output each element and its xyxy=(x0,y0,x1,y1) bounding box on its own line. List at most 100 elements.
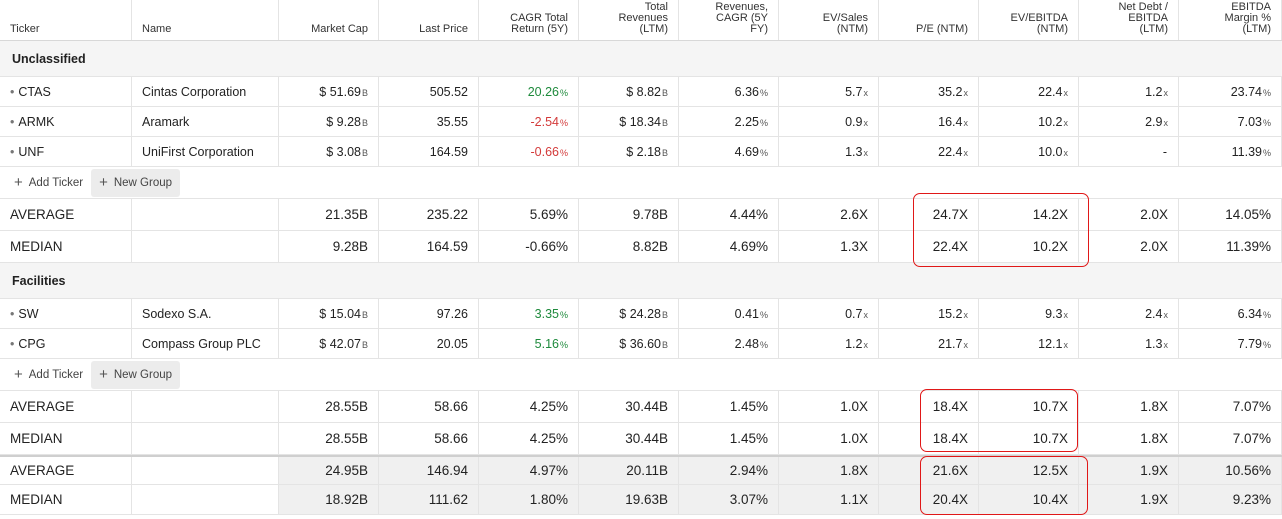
cagr-total-return-cell[interactable]: 5.16% xyxy=(479,329,579,358)
total-average-row-total-revenues-cell[interactable]: 20.11B xyxy=(579,457,679,484)
group-average-row-pe-ratio-cell[interactable]: 18.4X xyxy=(879,391,979,422)
net-debt-ebitda-cell[interactable]: - xyxy=(1079,137,1179,166)
group-median-row-ev-ebitda-cell[interactable]: 10.2X xyxy=(979,231,1079,262)
net-debt-ebitda-cell[interactable]: 2.9x xyxy=(1079,107,1179,136)
group-average-row-total-revenues-cell[interactable]: 30.44B xyxy=(579,391,679,422)
total-average-row-ebitda-margin-cell[interactable]: 10.56% xyxy=(1179,457,1282,484)
total-revenues-cell[interactable]: $ 36.60B xyxy=(579,329,679,358)
ebitda-margin-cell[interactable]: 6.34% xyxy=(1179,299,1282,328)
group-median-row-ev-sales-cell[interactable]: 1.3X xyxy=(779,231,879,262)
total-revenues-cell[interactable]: $ 8.82B xyxy=(579,77,679,106)
pe-ratio-cell[interactable]: 21.7x xyxy=(879,329,979,358)
pe-ratio-cell[interactable]: 16.4x xyxy=(879,107,979,136)
group-average-row-ev-sales-cell[interactable]: 2.6X xyxy=(779,199,879,230)
total-median-row-cagr-total-return-cell[interactable]: 1.80% xyxy=(479,485,579,514)
total-average-row-market-cap-cell[interactable]: 24.95B xyxy=(279,457,379,484)
header-ev-ebitda[interactable]: EV/EBITDA (NTM) xyxy=(979,0,1079,40)
total-average-row-last-price-cell[interactable]: 146.94 xyxy=(379,457,479,484)
total-average-row-ev-ebitda-cell[interactable]: 12.5X xyxy=(979,457,1079,484)
ebitda-margin-cell[interactable]: 7.03% xyxy=(1179,107,1282,136)
revenues-cagr-cell[interactable]: 6.36% xyxy=(679,77,779,106)
group-name-cell[interactable]: Unclassified xyxy=(0,41,1282,76)
header-market-cap[interactable]: Market Cap xyxy=(279,0,379,40)
group-median-row-revenues-cagr-cell[interactable]: 4.69% xyxy=(679,231,779,262)
net-debt-ebitda-cell[interactable]: 1.2x xyxy=(1079,77,1179,106)
ebitda-margin-cell[interactable]: 7.79% xyxy=(1179,329,1282,358)
cagr-total-return-cell[interactable]: 20.26% xyxy=(479,77,579,106)
group-average-row-ev-ebitda-cell[interactable]: 14.2X xyxy=(979,199,1079,230)
group-median-row-cagr-total-return-cell[interactable]: 4.25% xyxy=(479,423,579,454)
header-ticker[interactable]: Ticker xyxy=(0,0,132,40)
total-revenues-cell[interactable]: $ 2.18B xyxy=(579,137,679,166)
total-average-row-ev-sales-cell[interactable]: 1.8X xyxy=(779,457,879,484)
market-cap-cell[interactable]: $ 9.28B xyxy=(279,107,379,136)
group-median-row-market-cap-cell[interactable]: 28.55B xyxy=(279,423,379,454)
group-median-row-pe-ratio-cell[interactable]: 22.4X xyxy=(879,231,979,262)
market-cap-cell[interactable]: $ 3.08B xyxy=(279,137,379,166)
total-median-row-total-revenues-cell[interactable]: 19.63B xyxy=(579,485,679,514)
group-average-row-ebitda-margin-cell[interactable]: 14.05% xyxy=(1179,199,1282,230)
ev-sales-cell[interactable]: 1.3x xyxy=(779,137,879,166)
group-median-row-ev-ebitda-cell[interactable]: 10.7X xyxy=(979,423,1079,454)
total-average-row-pe-ratio-cell[interactable]: 21.6X xyxy=(879,457,979,484)
total-median-row-ev-ebitda-cell[interactable]: 10.4X xyxy=(979,485,1079,514)
ev-sales-cell[interactable]: 5.7x xyxy=(779,77,879,106)
company-name-cell[interactable]: Sodexo S.A. xyxy=(132,299,279,328)
company-name-cell[interactable]: Compass Group PLC xyxy=(132,329,279,358)
ebitda-margin-cell[interactable]: 11.39% xyxy=(1179,137,1282,166)
ev-ebitda-cell[interactable]: 12.1x xyxy=(979,329,1079,358)
last-price-cell[interactable]: 20.05 xyxy=(379,329,479,358)
total-average-row-net-debt-ebitda-cell[interactable]: 1.9X xyxy=(1079,457,1179,484)
ticker-cell[interactable]: • CPG xyxy=(0,329,132,358)
total-median-row-last-price-cell[interactable]: 111.62 xyxy=(379,485,479,514)
group-average-row-ebitda-margin-cell[interactable]: 7.07% xyxy=(1179,391,1282,422)
market-cap-cell[interactable]: $ 42.07B xyxy=(279,329,379,358)
header-revenues[interactable]: Total Revenues (LTM) xyxy=(579,0,679,40)
group-median-row-last-price-cell[interactable]: 164.59 xyxy=(379,231,479,262)
last-price-cell[interactable]: 97.26 xyxy=(379,299,479,328)
revenues-cagr-cell[interactable]: 0.41% xyxy=(679,299,779,328)
new-group-button[interactable]: + New Group xyxy=(91,168,181,197)
group-median-row-market-cap-cell[interactable]: 9.28B xyxy=(279,231,379,262)
group-average-row-net-debt-ebitda-cell[interactable]: 1.8X xyxy=(1079,391,1179,422)
total-median-row-ev-sales-cell[interactable]: 1.1X xyxy=(779,485,879,514)
group-average-row-cagr-total-return-cell[interactable]: 4.25% xyxy=(479,391,579,422)
ebitda-margin-cell[interactable]: 23.74% xyxy=(1179,77,1282,106)
group-median-row-net-debt-ebitda-cell[interactable]: 1.8X xyxy=(1079,423,1179,454)
cagr-total-return-cell[interactable]: 3.35% xyxy=(479,299,579,328)
group-average-row-last-price-cell[interactable]: 235.22 xyxy=(379,199,479,230)
group-name-cell[interactable]: Facilities xyxy=(0,263,1282,298)
ev-ebitda-cell[interactable]: 9.3x xyxy=(979,299,1079,328)
market-cap-cell[interactable]: $ 15.04B xyxy=(279,299,379,328)
cagr-total-return-cell[interactable]: -0.66% xyxy=(479,137,579,166)
total-median-row-pe-ratio-cell[interactable]: 20.4X xyxy=(879,485,979,514)
group-median-row-ev-sales-cell[interactable]: 1.0X xyxy=(779,423,879,454)
group-average-row-ev-ebitda-cell[interactable]: 10.7X xyxy=(979,391,1079,422)
ev-ebitda-cell[interactable]: 22.4x xyxy=(979,77,1079,106)
company-name-cell[interactable]: Cintas Corporation xyxy=(132,77,279,106)
header-ev-sales[interactable]: EV/Sales (NTM) xyxy=(779,0,879,40)
last-price-cell[interactable]: 164.59 xyxy=(379,137,479,166)
header-name[interactable]: Name xyxy=(132,0,279,40)
ev-sales-cell[interactable]: 1.2x xyxy=(779,329,879,358)
header-pe[interactable]: P/E (NTM) xyxy=(879,0,979,40)
ev-ebitda-cell[interactable]: 10.0x xyxy=(979,137,1079,166)
group-median-row-last-price-cell[interactable]: 58.66 xyxy=(379,423,479,454)
group-average-row-pe-ratio-cell[interactable]: 24.7X xyxy=(879,199,979,230)
company-name-cell[interactable]: UniFirst Corporation xyxy=(132,137,279,166)
total-median-row-net-debt-ebitda-cell[interactable]: 1.9X xyxy=(1079,485,1179,514)
header-net-debt[interactable]: Net Debt / EBITDA (LTM) xyxy=(1079,0,1179,40)
header-rev-cagr[interactable]: Revenues, CAGR (5Y FY) xyxy=(679,0,779,40)
last-price-cell[interactable]: 505.52 xyxy=(379,77,479,106)
header-last-price[interactable]: Last Price xyxy=(379,0,479,40)
total-median-row-market-cap-cell[interactable]: 18.92B xyxy=(279,485,379,514)
ticker-cell[interactable]: • UNF xyxy=(0,137,132,166)
new-group-button[interactable]: + New Group xyxy=(91,360,181,389)
group-average-row-ev-sales-cell[interactable]: 1.0X xyxy=(779,391,879,422)
add-ticker-button[interactable]: + Add Ticker xyxy=(6,169,91,197)
group-average-row-total-revenues-cell[interactable]: 9.78B xyxy=(579,199,679,230)
add-ticker-button[interactable]: + Add Ticker xyxy=(6,361,91,389)
pe-ratio-cell[interactable]: 35.2x xyxy=(879,77,979,106)
ev-sales-cell[interactable]: 0.7x xyxy=(779,299,879,328)
group-average-row-revenues-cagr-cell[interactable]: 4.44% xyxy=(679,199,779,230)
